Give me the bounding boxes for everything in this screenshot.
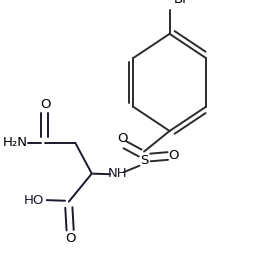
Text: NH: NH xyxy=(107,167,126,180)
Text: H₂N: H₂N xyxy=(3,136,28,149)
Text: O: O xyxy=(65,232,75,245)
Text: O: O xyxy=(167,149,178,162)
Text: Br: Br xyxy=(173,0,187,6)
Text: O: O xyxy=(40,98,51,111)
Text: HO: HO xyxy=(24,194,44,207)
Text: S: S xyxy=(139,154,148,167)
Text: O: O xyxy=(117,132,127,145)
